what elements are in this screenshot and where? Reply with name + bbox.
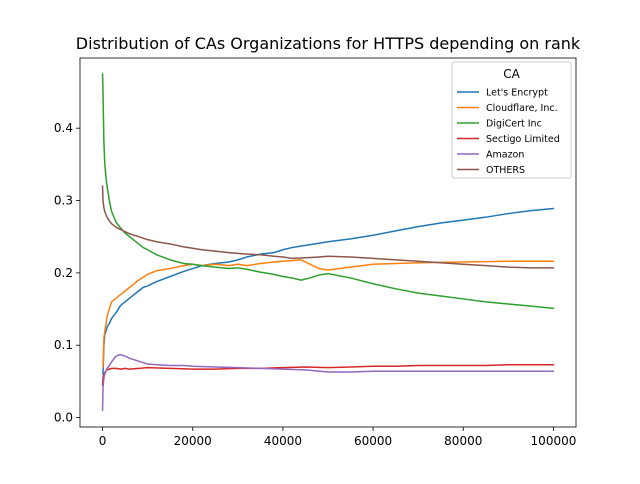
chart-title: Distribution of CAs Organizations for HT… — [76, 34, 581, 53]
series-layer — [101, 73, 555, 412]
legend-box — [451, 61, 572, 179]
legend-label: Cloudflare, Inc. — [486, 103, 558, 114]
x-tick-label: 40000 — [264, 434, 302, 448]
y-tick-label: 0.2 — [54, 266, 73, 280]
legend-label: Let's Encrypt — [486, 88, 548, 99]
series-line-digicert-inc — [101, 73, 555, 310]
legend-label: Amazon — [486, 150, 524, 161]
plot-frame — [79, 57, 577, 428]
x-tick-label: 80000 — [444, 434, 482, 448]
y-tick-label: 0.1 — [54, 338, 73, 352]
series-line-others — [101, 185, 555, 269]
y-tick-label: 0.3 — [54, 194, 73, 208]
legend: CA Let's Encrypt Cloudflare, Inc. DigiCert … — [451, 61, 572, 179]
y-axis: 0.0 0.1 0.2 0.3 0.4 — [54, 121, 80, 425]
series-line-cloudflare-inc — [102, 259, 555, 368]
legend-label: DigiCert Inc — [486, 119, 542, 130]
legend-label: OTHERS — [486, 165, 525, 176]
legend-title: CA — [503, 67, 520, 81]
x-tick-label: 100000 — [531, 434, 577, 448]
x-tick-label: 20000 — [174, 434, 212, 448]
series-line-sectigo-limited — [101, 364, 555, 386]
x-tick-label: 60000 — [354, 434, 392, 448]
series-line-amazon — [101, 353, 555, 412]
y-tick-label: 0.4 — [54, 121, 73, 135]
y-tick-label: 0.0 — [54, 411, 73, 425]
x-axis: 0 20000 40000 60000 80000 100000 — [99, 427, 577, 448]
x-tick-label: 0 — [99, 434, 107, 448]
legend-label: Sectigo Limited — [486, 134, 560, 145]
